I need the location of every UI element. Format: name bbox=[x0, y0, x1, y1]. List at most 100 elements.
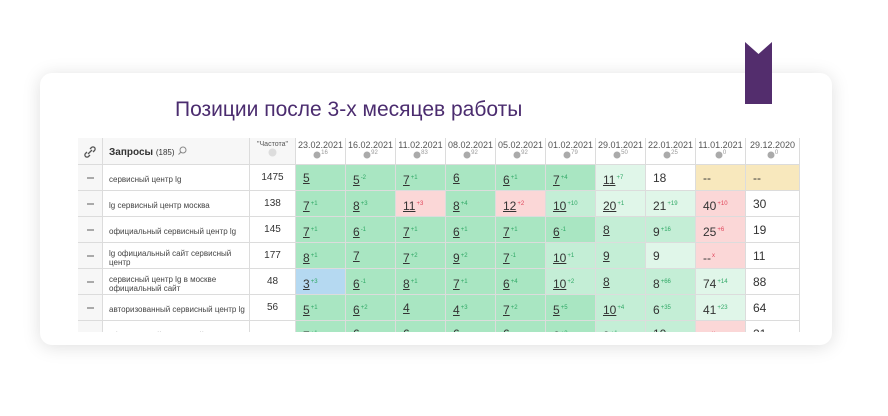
position-cell[interactable]: 7+1 bbox=[296, 191, 346, 217]
position: 6 bbox=[653, 303, 660, 317]
position-cell[interactable]: 6+1 bbox=[446, 217, 496, 243]
search-icon[interactable] bbox=[177, 146, 187, 155]
position-cell[interactable]: 7-1 bbox=[496, 243, 546, 269]
position: 10 bbox=[553, 251, 567, 265]
position-change: +3 bbox=[310, 279, 318, 285]
position-cell[interactable]: 6 bbox=[396, 321, 446, 332]
date-header[interactable]: 11.02.2021 83 bbox=[396, 138, 446, 165]
position-cell[interactable]: 6-1 bbox=[346, 217, 396, 243]
date: 08.02.2021 bbox=[447, 140, 494, 150]
query-text: официальный сервисный центр bbox=[109, 331, 228, 332]
position-change: +4 bbox=[560, 175, 568, 181]
position-cell[interactable]: 6 bbox=[346, 321, 396, 332]
position-cell[interactable]: 10+10 bbox=[546, 191, 596, 217]
position: 6 bbox=[353, 277, 360, 291]
position-change: +66 bbox=[660, 279, 671, 285]
position-cell[interactable]: 10+1 bbox=[546, 243, 596, 269]
position-cell[interactable]: 8 bbox=[596, 269, 646, 295]
count-icon bbox=[767, 151, 775, 159]
date-count-value: 92 bbox=[471, 150, 478, 156]
date-count-value: 83 bbox=[421, 150, 428, 156]
position-cell[interactable]: 3+3 bbox=[296, 269, 346, 295]
count-icon bbox=[363, 151, 371, 159]
position-change: x bbox=[712, 253, 715, 259]
position-cell[interactable]: 5 bbox=[296, 165, 346, 191]
position-cell: --x bbox=[696, 321, 746, 332]
position-cell: -- bbox=[696, 165, 746, 191]
position-cell[interactable]: 6+4 bbox=[496, 269, 546, 295]
position-cell[interactable]: 12+2 bbox=[496, 191, 546, 217]
position-change: +1 bbox=[310, 201, 318, 207]
position-cell[interactable]: 8+4 bbox=[446, 191, 496, 217]
date-header[interactable]: 29.12.2020 0 bbox=[746, 138, 800, 165]
position-cell[interactable]: 20+1 bbox=[596, 191, 646, 217]
bookmark bbox=[745, 42, 772, 104]
position-cell[interactable]: 5+5 bbox=[546, 295, 596, 321]
position-cell[interactable]: 5-2 bbox=[346, 165, 396, 191]
dash bbox=[86, 281, 94, 283]
position-cell[interactable]: 5+1 bbox=[296, 295, 346, 321]
position: 8 bbox=[603, 223, 610, 237]
position-cell[interactable]: 8+1 bbox=[396, 269, 446, 295]
position-cell[interactable]: 7+1 bbox=[446, 269, 496, 295]
position-cell[interactable]: 6+2 bbox=[346, 295, 396, 321]
position-cell[interactable]: 6 bbox=[496, 321, 546, 332]
position-cell[interactable]: 9 bbox=[596, 243, 646, 269]
position-cell[interactable]: 7+1 bbox=[496, 217, 546, 243]
position-cell[interactable]: 9+2 bbox=[446, 243, 496, 269]
position-change: +1 bbox=[617, 201, 625, 207]
position-cell[interactable]: 7+1 bbox=[396, 217, 446, 243]
date-count: 16 bbox=[296, 150, 345, 159]
position: 21 bbox=[753, 327, 766, 332]
date-header[interactable]: 08.02.2021 92 bbox=[446, 138, 496, 165]
position-cell[interactable]: 7+1 bbox=[296, 217, 346, 243]
position: 40 bbox=[703, 199, 717, 213]
position-cell[interactable]: 8+1 bbox=[296, 243, 346, 269]
position: 6 bbox=[453, 327, 460, 332]
position-cell[interactable]: 8 bbox=[596, 217, 646, 243]
date-header[interactable]: 11.01.2021 0 bbox=[696, 138, 746, 165]
freq-header-text: "Частота" bbox=[257, 141, 288, 148]
position-cell[interactable]: 7+4 bbox=[546, 165, 596, 191]
position-cell[interactable]: 6+3 bbox=[546, 321, 596, 332]
query-header-text: Запросы bbox=[109, 147, 154, 158]
position-cell[interactable]: 10+4 bbox=[596, 295, 646, 321]
position-cell[interactable]: 7+1 bbox=[296, 321, 346, 332]
position-cell[interactable]: 10+2 bbox=[546, 269, 596, 295]
position-cell[interactable]: 11+3 bbox=[396, 191, 446, 217]
position-cell[interactable]: 6 bbox=[446, 321, 496, 332]
position-cell[interactable]: 9+1 bbox=[596, 321, 646, 332]
query: сервисный центр lg в москве официальный … bbox=[103, 269, 250, 295]
position-cell: 10 bbox=[646, 321, 696, 332]
date-count-value: 0 bbox=[774, 150, 779, 156]
date-header[interactable]: 29.01.2021 50 bbox=[596, 138, 646, 165]
date-header[interactable]: 16.02.2021 92 bbox=[346, 138, 396, 165]
position-change: +10 bbox=[567, 201, 578, 207]
position-cell[interactable]: 6 bbox=[446, 165, 496, 191]
position-change: +4 bbox=[617, 305, 625, 311]
position-cell[interactable]: 7+2 bbox=[396, 243, 446, 269]
position-cell[interactable]: 11+7 bbox=[596, 165, 646, 191]
date-header[interactable]: 01.02.2021 79 bbox=[546, 138, 596, 165]
position-cell[interactable]: 8+3 bbox=[346, 191, 396, 217]
position-change: +1 bbox=[310, 227, 318, 233]
position-cell[interactable]: 4 bbox=[396, 295, 446, 321]
position: 12 bbox=[503, 199, 517, 213]
position-cell[interactable]: 7 bbox=[346, 243, 396, 269]
date-header[interactable]: 23.02.2021 16 bbox=[296, 138, 346, 165]
freq-header: "Частота" bbox=[250, 138, 296, 165]
date-count-value: 25 bbox=[671, 150, 678, 156]
position-cell[interactable]: 4+3 bbox=[446, 295, 496, 321]
position: 6 bbox=[353, 225, 360, 239]
position: 5 bbox=[303, 303, 310, 317]
date-header[interactable]: 05.02.2021 92 bbox=[496, 138, 546, 165]
position-cell[interactable]: 7+1 bbox=[396, 165, 446, 191]
date-header[interactable]: 22.01.2021 25 bbox=[646, 138, 696, 165]
position-cell[interactable]: 6-1 bbox=[346, 269, 396, 295]
position-cell[interactable]: 7+2 bbox=[496, 295, 546, 321]
freq: 177 bbox=[250, 243, 296, 269]
position-cell[interactable]: 6+1 bbox=[496, 165, 546, 191]
position-cell[interactable]: 6-1 bbox=[546, 217, 596, 243]
position: 8 bbox=[653, 277, 660, 291]
position-change: +6 bbox=[717, 227, 725, 233]
